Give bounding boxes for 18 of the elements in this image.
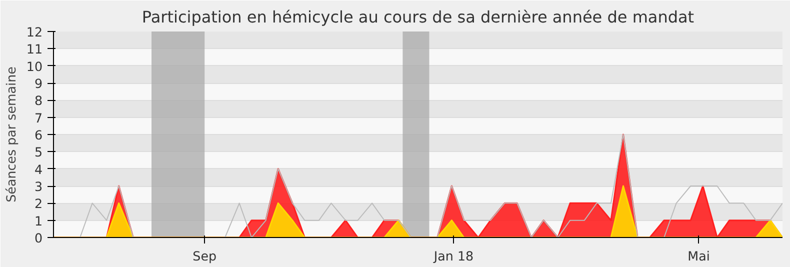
- y-tick-label: 1: [34, 213, 43, 228]
- y-tick-label: 12: [26, 24, 43, 40]
- x-tick-label: Mai: [688, 248, 710, 264]
- y-tick-label: 0: [34, 230, 43, 246]
- y-tick-label: 7: [34, 110, 43, 126]
- y-tick-label: 3: [34, 179, 43, 194]
- y-tick-label: 4: [34, 162, 43, 177]
- x-tick-label: Jan 18: [432, 248, 474, 264]
- y-tick-label: 11: [26, 42, 43, 57]
- x-tick-label: Sep: [192, 248, 217, 264]
- y-axis-title: Séances par semaine: [3, 66, 18, 202]
- y-tick-label: 8: [34, 93, 43, 108]
- y-tick-label: 10: [26, 58, 43, 74]
- y-tick-label: 2: [34, 196, 43, 212]
- chart-title: Participation en hémicycle au cours de sa dernière année de mandat: [142, 8, 694, 26]
- y-tick-label: 9: [34, 76, 43, 91]
- y-tick-label: 5: [34, 144, 43, 160]
- y-tick-label: 6: [34, 128, 43, 142]
